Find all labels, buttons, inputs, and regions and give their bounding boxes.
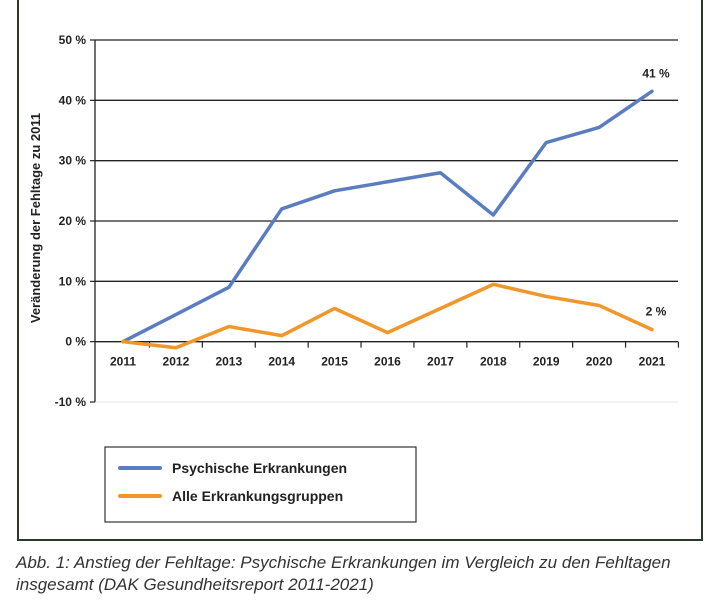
gridlines [95,39,678,282]
x-tick-label: 2018 [480,355,507,369]
legend-label: Alle Erkrankungsgruppen [172,488,343,504]
x-tick-label: 2016 [374,355,401,369]
series-lines [121,89,654,350]
legend-box [104,446,417,523]
x-tick-label: 2014 [268,355,295,369]
x-tick-label: 2017 [427,355,454,369]
x-tick-label: 2011 [110,355,136,369]
data-label: 41 % [642,66,670,80]
figure-caption: Abb. 1: Anstieg der Fehltage: Psychische… [16,553,671,594]
x-tick-label: 2015 [321,355,348,369]
x-tick-label: 2012 [163,355,190,369]
y-tick-label: 10 % [59,274,87,288]
x-tick-label: 2021 [639,355,666,369]
annotations: 41 % 2 % [642,66,670,318]
axes [90,39,680,403]
y-tick-labels: -10 % 0 % 10 % 20 % 30 % 40 % 50 % [55,33,87,409]
series-line-alle-erkrankungsgruppen [121,282,654,350]
y-axis-label: Veränderung der Fehltage zu 2011 [28,113,43,323]
line-chart: -10 %0 %10 %20 %30 %40 %50 % 2011 2012 201… [28,33,680,523]
x-tick-labels: 2011 2012 2013 2014 2015 2016 2017 2018 2019 2020… [110,355,666,369]
y-tick-label: 30 % [59,154,87,168]
y-tick-label: 0 % [65,335,86,349]
y-tick-label: -10 % [55,395,87,409]
y-tick-label: 50 % [59,33,87,47]
legend: Psychische Erkrankungen Alle Erkrankungsg… [104,446,417,523]
data-label: 2 % [646,305,667,319]
x-tick-label: 2013 [215,355,242,369]
x-tick-label: 2020 [586,355,613,369]
x-tick-label: 2019 [533,355,560,369]
y-tick-label: 40 % [59,93,87,107]
chart-frame [17,0,703,541]
y-tick-label: 20 % [59,214,87,228]
legend-label: Psychische Erkrankungen [172,460,347,476]
series-line-psychische-erkrankungen [121,89,654,344]
